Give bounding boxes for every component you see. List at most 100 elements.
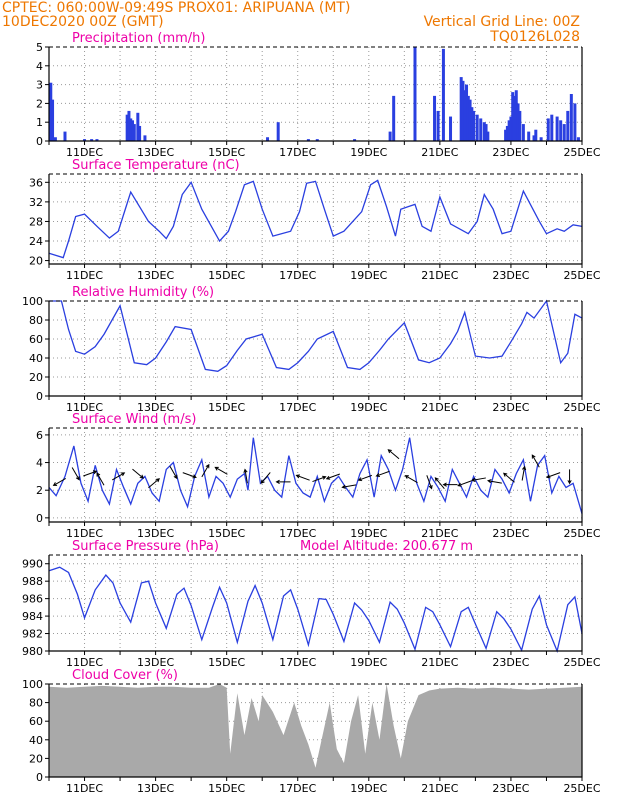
- panel-title-humidity: Relative Humidity (%): [72, 285, 214, 300]
- y-tick-label: 40: [29, 352, 43, 365]
- x-tick-label: 13DEC: [137, 401, 174, 414]
- y-tick-label: 20: [29, 752, 43, 765]
- y-tick-label: 2: [36, 484, 43, 497]
- x-tick-label: 19DEC: [350, 269, 387, 282]
- panel-title-cloud-cover: Cloud Cover (%): [72, 668, 178, 683]
- x-tick-label: 15DEC: [208, 146, 245, 159]
- precip-bar: [468, 99, 472, 141]
- x-tick-label: 13DEC: [137, 269, 174, 282]
- data-humidity: [49, 299, 583, 372]
- y-tick-label: 980: [22, 645, 43, 658]
- x-tick-label: 17DEC: [279, 782, 316, 795]
- wind-arrow: [214, 466, 228, 475]
- pressure-line: [48, 566, 583, 654]
- precip-bar: [138, 125, 142, 141]
- data-temperature: [48, 179, 583, 259]
- frame-cloud-cover: [48, 684, 583, 778]
- x-tick-label: 13DEC: [137, 146, 174, 159]
- precip-bar: [132, 124, 136, 141]
- x-tick-label: 13DEC: [137, 782, 174, 795]
- y-tick-label: 36: [29, 176, 43, 189]
- precip-bar: [576, 137, 580, 141]
- precip-bar: [539, 137, 543, 141]
- panel-humidity: Relative Humidity (%) 0 20 40 60 80 100 11DEC 13…: [22, 285, 601, 414]
- precip-bar: [388, 131, 392, 141]
- y-tick-label: 0: [36, 771, 43, 784]
- y-tick-label: 982: [22, 628, 43, 641]
- gridlines-wind: [49, 428, 582, 522]
- y-tick-label: 4: [36, 60, 43, 73]
- precip-bar: [479, 118, 483, 141]
- x-tick-label: 15DEC: [208, 656, 245, 669]
- x-tick-label: 25DEC: [563, 269, 600, 282]
- panel-title-pressure: Surface Pressure (hPa): [72, 539, 219, 554]
- frame-precipitation: [48, 47, 583, 142]
- y-tick-label: 20: [29, 255, 43, 268]
- y-tick-label: 32: [29, 196, 43, 209]
- wind-arrow: [325, 473, 341, 480]
- x-tick-label: 23DEC: [492, 782, 529, 795]
- x-tick-label: 13DEC: [137, 527, 174, 540]
- frame-temperature: [48, 174, 583, 265]
- precip-bar: [53, 137, 57, 141]
- y-tick-label: 2: [36, 97, 43, 110]
- x-tick-label: 15DEC: [208, 269, 245, 282]
- precip-bar: [534, 129, 538, 141]
- precip-bar: [504, 129, 508, 141]
- x-tick-label: 11DEC: [66, 527, 103, 540]
- y-tick-label: 40: [29, 734, 43, 747]
- y-tick-label: 80: [29, 314, 43, 327]
- precip-bar: [413, 47, 417, 141]
- panels: Precipitation (mm/h) 0 1 2 3 4 5 11DEC 13DEC 15DE…: [22, 31, 601, 795]
- x-tick-label: 25DEC: [563, 782, 600, 795]
- data-precipitation: [49, 47, 580, 141]
- panel-pressure: Surface Pressure (hPa) Model Altitude: 20…: [22, 539, 601, 669]
- precip-bar: [306, 139, 310, 141]
- temperature-line: [48, 179, 583, 259]
- precip-bar: [516, 103, 520, 141]
- wind-arrow: [111, 472, 126, 481]
- wind-arrow: [341, 484, 357, 489]
- gridlines-pressure: [49, 555, 582, 651]
- wind-arrow: [357, 474, 372, 482]
- y-tick-label: 0: [36, 512, 43, 525]
- precip-bar: [436, 110, 440, 141]
- panel-wind: Surface Wind (m/s) 0 2 4 6 11DEC 13DEC 15DEC 17D…: [36, 412, 601, 540]
- precip-bar: [49, 82, 53, 141]
- y-tick-label: 0: [36, 135, 43, 148]
- y-tick-label: 986: [22, 593, 43, 606]
- y-tick-label: 0: [36, 390, 43, 403]
- x-tick-label: 17DEC: [279, 146, 316, 159]
- frame-wind: [48, 428, 583, 523]
- x-tick-label: 11DEC: [66, 401, 103, 414]
- wind-arrow: [487, 479, 502, 484]
- precip-bar: [125, 114, 129, 141]
- precip-bar: [51, 99, 55, 141]
- wind-arrow: [132, 468, 144, 479]
- x-tick-label: 17DEC: [279, 401, 316, 414]
- precip-bar: [441, 48, 445, 141]
- precip-bar: [509, 116, 513, 141]
- wind-arrow: [182, 472, 197, 479]
- precip-bar: [315, 139, 319, 141]
- precip-bar: [514, 90, 518, 141]
- y-tick-label: 28: [29, 215, 43, 228]
- data-cloud-cover: [49, 684, 582, 777]
- x-tick-label: 21DEC: [421, 269, 458, 282]
- wind-arrow: [375, 470, 390, 478]
- wind-arrow: [52, 477, 66, 486]
- precip-bar: [532, 135, 536, 141]
- precip-bar: [459, 77, 463, 141]
- precip-bar: [482, 122, 486, 141]
- precip-bar: [392, 95, 396, 141]
- x-tick-label: 21DEC: [421, 782, 458, 795]
- y-tick-label: 100: [22, 678, 43, 691]
- wind-arrow: [295, 474, 310, 481]
- precip-bar: [546, 118, 550, 141]
- wind-arrow: [275, 479, 291, 485]
- precip-bar: [83, 139, 87, 141]
- x-tick-label: 11DEC: [66, 146, 103, 159]
- header-station: CPTEC: 060:00W-09:49S PROX01: ARIPUANA (…: [2, 0, 350, 16]
- wind-arrow: [546, 472, 561, 479]
